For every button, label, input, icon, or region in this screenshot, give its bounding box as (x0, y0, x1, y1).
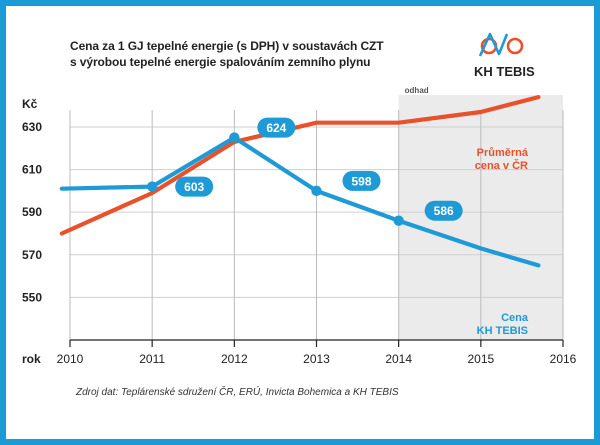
data-label-pill (175, 176, 214, 197)
y-tick-label: 590 (22, 205, 42, 219)
x-tick-label: 2012 (221, 352, 248, 366)
x-tick-label: 2016 (550, 352, 577, 366)
series-label-prumerna-cena: Průměrná (477, 147, 529, 159)
x-tick-label: 2015 (467, 352, 494, 366)
data-label-pill (257, 117, 296, 138)
data-label: 603 (184, 180, 204, 194)
data-label: 624 (266, 121, 286, 135)
brand-name: KH TEBIS (474, 64, 535, 79)
kh-tebis-logo-icon (478, 32, 524, 57)
data-point (146, 181, 158, 192)
data-point (393, 215, 404, 226)
chart-title: Cena za 1 GJ tepelné energie (s DPH) v s… (70, 38, 430, 70)
x-tick-label: 2014 (385, 352, 412, 366)
estimate-label: odhad (405, 86, 429, 95)
y-tick-label: 570 (22, 248, 42, 262)
x-tick-label: 2011 (139, 352, 165, 366)
x-axis-label: rok (22, 352, 41, 366)
series-label-prumerna-cena: cena v ČR (475, 159, 528, 172)
data-label-pill (424, 200, 463, 221)
data-point (311, 185, 322, 197)
data-label: 598 (351, 174, 371, 188)
x-tick-label: 2010 (57, 352, 84, 366)
y-tick-label: 550 (22, 290, 42, 304)
data-point (229, 132, 240, 143)
y-tick-label: 630 (22, 120, 42, 134)
series-label-kh-tebis: Cena (501, 312, 529, 324)
series-line-prumerna-cena (59, 94, 541, 236)
data-label: 586 (434, 204, 454, 218)
y-axis-label: Kč (22, 97, 38, 111)
y-tick-label: 610 (22, 163, 42, 177)
data-label-pill (342, 170, 381, 191)
x-tick-label: 2013 (303, 352, 330, 366)
chart-title-line-1: Cena za 1 GJ tepelné energie (s DPH) v s… (70, 39, 384, 53)
source-note: Zdroj dat: Teplárenské sdružení ČR, ERÚ,… (76, 387, 399, 398)
chart-title-line-2: s výrobou tepelné energie spalováním zem… (70, 55, 371, 69)
series-label-kh-tebis: KH TEBIS (477, 325, 528, 337)
